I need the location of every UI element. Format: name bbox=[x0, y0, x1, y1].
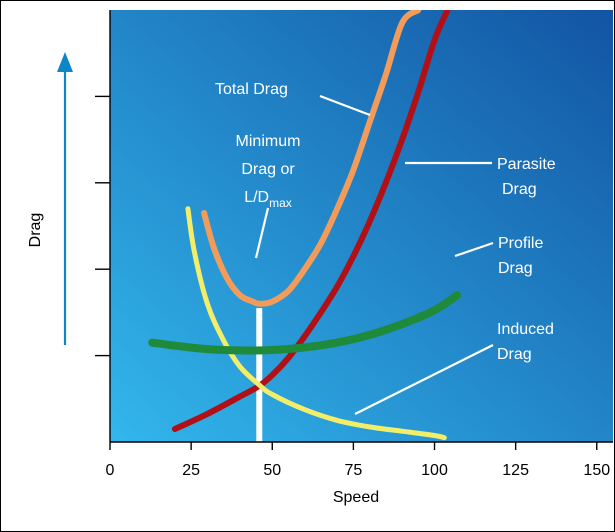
induced-drag-curve bbox=[185, 206, 447, 441]
label-minimum: Minimum bbox=[236, 133, 301, 150]
label-parasite: Parasite bbox=[497, 156, 556, 173]
x-tick-label-0: 0 bbox=[106, 462, 115, 479]
label-ld-max: L/Dmax bbox=[244, 189, 292, 210]
x-tick-label-125: 125 bbox=[502, 462, 529, 479]
label-ld: L/D bbox=[244, 189, 269, 206]
x-tick-label-100: 100 bbox=[421, 462, 448, 479]
label-drag-or: Drag or bbox=[241, 161, 295, 178]
x-tick-label-150: 150 bbox=[583, 462, 610, 479]
label-total-drag: Total Drag bbox=[215, 81, 288, 98]
induced-drag-leader bbox=[354, 344, 494, 415]
parasite-drag-curve bbox=[171, 10, 451, 432]
x-axis-label: Speed bbox=[333, 489, 379, 506]
total-drag-curve bbox=[201, 10, 422, 307]
label-profile: Profile bbox=[498, 235, 543, 252]
label-profile-drag: Drag bbox=[498, 260, 533, 277]
min-drag-leader bbox=[254, 207, 270, 259]
total-drag-leader bbox=[319, 94, 371, 117]
y-axis-label: Drag bbox=[27, 213, 44, 248]
x-tick-label-75: 75 bbox=[344, 462, 362, 479]
x-tick-label-50: 50 bbox=[263, 462, 281, 479]
label-parasite-drag: Drag bbox=[502, 181, 537, 198]
profile-drag-curve bbox=[148, 291, 462, 355]
profile-drag-leader bbox=[454, 241, 494, 258]
x-tick-label-25: 25 bbox=[182, 462, 200, 479]
drag-increase-arrow bbox=[57, 52, 73, 345]
plot-area bbox=[110, 10, 613, 442]
label-max-subscript: max bbox=[269, 196, 292, 210]
label-induced: Induced bbox=[497, 321, 554, 338]
label-induced-drag: Drag bbox=[497, 346, 532, 363]
